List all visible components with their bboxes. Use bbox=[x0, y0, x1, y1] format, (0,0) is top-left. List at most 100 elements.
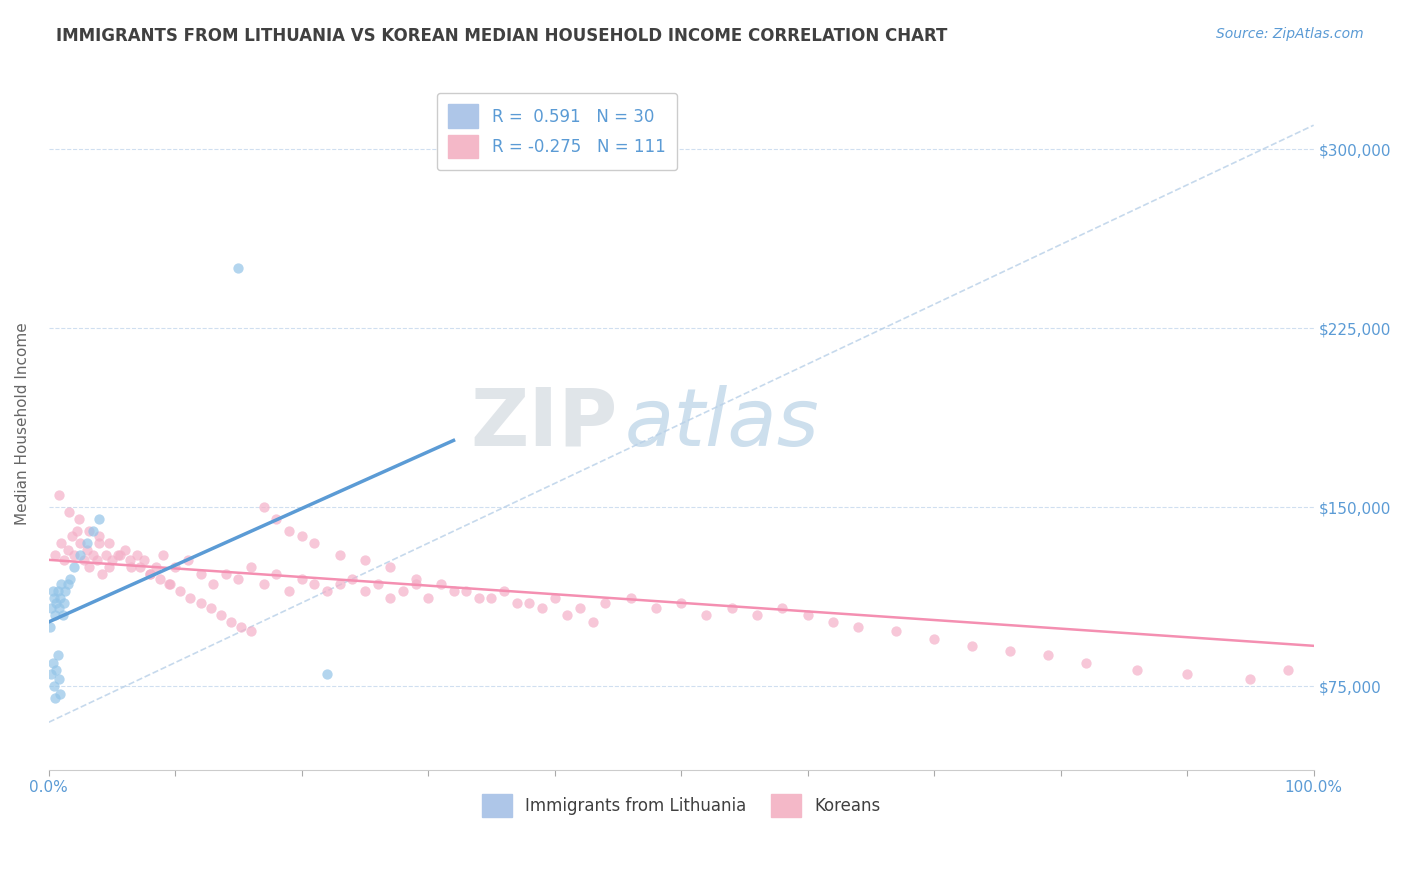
Point bbox=[108, 548, 131, 562]
Point bbox=[240, 560, 263, 574]
Point bbox=[354, 553, 377, 567]
Point bbox=[1074, 656, 1097, 670]
Point bbox=[418, 591, 440, 605]
Point bbox=[531, 600, 554, 615]
Point bbox=[582, 615, 605, 629]
Point bbox=[90, 567, 112, 582]
Point bbox=[228, 261, 250, 276]
Point bbox=[215, 567, 238, 582]
Point bbox=[405, 572, 427, 586]
Point bbox=[77, 524, 100, 538]
Point bbox=[39, 620, 62, 634]
Point bbox=[278, 524, 301, 538]
Point bbox=[519, 596, 541, 610]
Point bbox=[114, 543, 136, 558]
Point bbox=[1239, 672, 1261, 686]
Point bbox=[595, 596, 617, 610]
Point bbox=[316, 583, 339, 598]
Point bbox=[190, 567, 212, 582]
Point bbox=[695, 607, 717, 622]
Text: Source: ZipAtlas.com: Source: ZipAtlas.com bbox=[1216, 27, 1364, 41]
Point bbox=[157, 576, 180, 591]
Point bbox=[42, 680, 65, 694]
Text: atlas: atlas bbox=[624, 384, 820, 463]
Point bbox=[44, 607, 66, 622]
Point bbox=[405, 576, 427, 591]
Point bbox=[456, 583, 478, 598]
Point bbox=[52, 596, 75, 610]
Point bbox=[266, 567, 288, 582]
Point bbox=[569, 600, 592, 615]
Point bbox=[89, 536, 111, 550]
Point bbox=[69, 536, 91, 550]
Point bbox=[63, 560, 86, 574]
Point bbox=[51, 536, 73, 550]
Point bbox=[53, 583, 76, 598]
Point bbox=[39, 600, 62, 615]
Point bbox=[98, 536, 121, 550]
Point bbox=[145, 560, 167, 574]
Point bbox=[89, 512, 111, 526]
Point bbox=[48, 488, 70, 502]
Point bbox=[229, 620, 252, 634]
Point bbox=[52, 607, 75, 622]
Point bbox=[77, 560, 100, 574]
Point bbox=[69, 548, 91, 562]
Point bbox=[49, 591, 72, 605]
Point bbox=[60, 529, 83, 543]
Point bbox=[468, 591, 491, 605]
Point bbox=[56, 576, 79, 591]
Point bbox=[1125, 663, 1147, 677]
Point bbox=[278, 583, 301, 598]
Point bbox=[544, 591, 567, 605]
Point bbox=[45, 596, 67, 610]
Point bbox=[82, 548, 104, 562]
Point bbox=[253, 500, 276, 515]
Point bbox=[67, 512, 90, 526]
Point bbox=[430, 576, 453, 591]
Point bbox=[120, 560, 142, 574]
Point bbox=[304, 576, 326, 591]
Point bbox=[304, 536, 326, 550]
Point bbox=[354, 583, 377, 598]
Point bbox=[240, 624, 263, 639]
Point bbox=[128, 560, 150, 574]
Point bbox=[443, 583, 465, 598]
Point bbox=[669, 596, 692, 610]
Point bbox=[922, 632, 945, 646]
Point bbox=[960, 639, 983, 653]
Point bbox=[73, 553, 96, 567]
Point bbox=[620, 591, 643, 605]
Point bbox=[644, 600, 666, 615]
Point bbox=[998, 643, 1021, 657]
Point bbox=[342, 572, 364, 586]
Point bbox=[139, 567, 162, 582]
Point bbox=[48, 600, 70, 615]
Point bbox=[253, 576, 276, 591]
Point bbox=[65, 524, 87, 538]
Point bbox=[56, 543, 79, 558]
Point bbox=[52, 553, 75, 567]
Point bbox=[200, 600, 222, 615]
Point bbox=[45, 663, 67, 677]
Text: IMMIGRANTS FROM LITHUANIA VS KOREAN MEDIAN HOUSEHOLD INCOME CORRELATION CHART: IMMIGRANTS FROM LITHUANIA VS KOREAN MEDI… bbox=[56, 27, 948, 45]
Point bbox=[884, 624, 907, 639]
Point bbox=[149, 572, 172, 586]
Point bbox=[76, 543, 98, 558]
Point bbox=[94, 548, 117, 562]
Point bbox=[821, 615, 844, 629]
Point bbox=[44, 548, 66, 562]
Text: ZIP: ZIP bbox=[471, 384, 619, 463]
Point bbox=[169, 583, 191, 598]
Point bbox=[179, 591, 201, 605]
Point bbox=[266, 512, 288, 526]
Point bbox=[177, 553, 200, 567]
Point bbox=[720, 600, 742, 615]
Point bbox=[98, 560, 121, 574]
Point bbox=[1277, 663, 1299, 677]
Point bbox=[209, 607, 232, 622]
Point bbox=[392, 583, 415, 598]
Point bbox=[42, 591, 65, 605]
Point bbox=[152, 548, 174, 562]
Point bbox=[159, 576, 181, 591]
